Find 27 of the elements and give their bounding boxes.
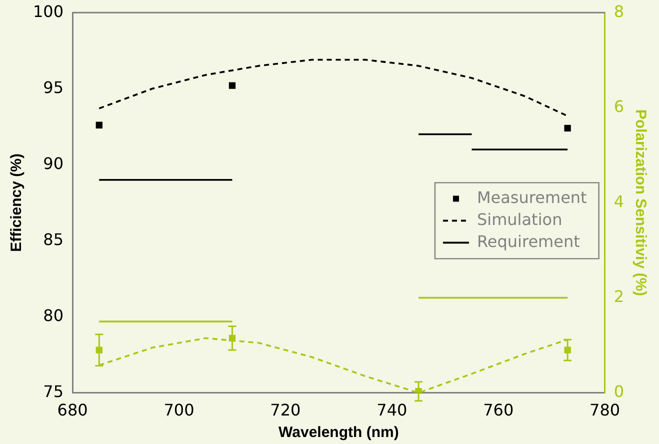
y2-tick-label: 2 xyxy=(614,286,624,306)
y2-tick-label: 4 xyxy=(614,192,624,211)
y-tick-label: 75 xyxy=(43,382,64,401)
x-tick-label: 680 xyxy=(57,400,88,420)
legend-label: Requirement xyxy=(476,232,580,251)
point xyxy=(228,82,236,89)
x-tick-label: 700 xyxy=(164,400,194,420)
y-tick-label: 100 xyxy=(32,2,64,21)
y-tick-label: 85 xyxy=(43,230,64,249)
y-tick-label: 80 xyxy=(43,306,64,325)
y-axis-title: Efficiency (%) xyxy=(8,154,26,252)
x-tick-label: 720 xyxy=(270,400,301,420)
point xyxy=(96,122,102,128)
x-tick-label: 760 xyxy=(483,400,514,420)
y2-tick-label: 0 xyxy=(614,382,624,401)
y2-tick-label: 6 xyxy=(614,96,624,116)
y-tick-label: 90 xyxy=(43,154,64,173)
legend-label: Simulation xyxy=(476,210,562,229)
y2-tick-label: 8 xyxy=(614,2,624,21)
x-tick-label: 780 xyxy=(590,400,620,420)
x-tick-label: 740 xyxy=(376,400,408,420)
y2-axis-title: Polarization Sensitiviy (%) xyxy=(632,109,649,296)
y-tick-label: 95 xyxy=(43,78,64,97)
line-series xyxy=(98,58,568,117)
x-axis-title: Wavelength (nm) xyxy=(278,424,399,442)
legend-label: Measurement xyxy=(476,188,587,207)
point xyxy=(564,124,571,132)
